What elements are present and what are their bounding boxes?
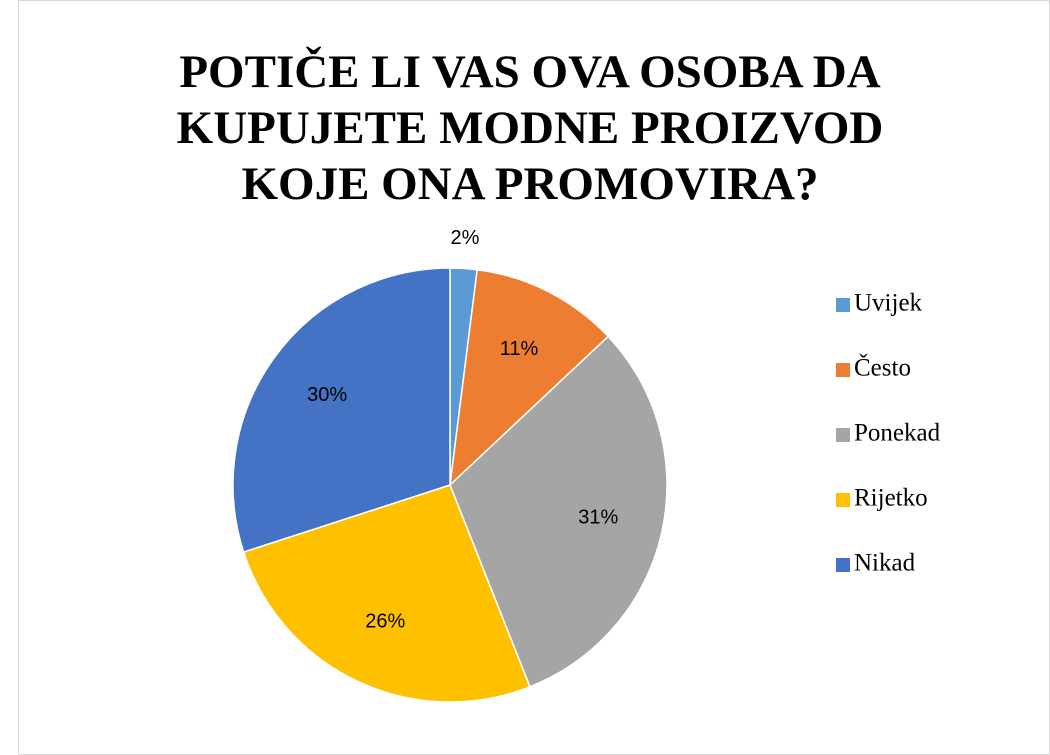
legend-label: Često bbox=[854, 354, 911, 382]
legend-swatch bbox=[836, 363, 850, 377]
pie-slice bbox=[449, 335, 668, 688]
legend-label: Nikad bbox=[854, 550, 916, 577]
legend-swatch bbox=[836, 428, 850, 442]
legend-label: Uvijek bbox=[854, 290, 923, 317]
chart-title: POTIČE LI VAS OVA OSOBA DA KUPUJETE MODN… bbox=[176, 46, 884, 210]
legend-label: Rijetko bbox=[854, 485, 928, 512]
legend-swatch bbox=[836, 558, 850, 572]
legend-label: Ponekad bbox=[854, 420, 941, 447]
legend-swatch bbox=[836, 298, 850, 312]
pie-slice bbox=[448, 268, 610, 487]
legend-swatch bbox=[836, 493, 850, 507]
data-label: 2% bbox=[451, 227, 480, 249]
data-label: 26% bbox=[365, 611, 405, 633]
pie-slice bbox=[232, 267, 451, 554]
data-label: 30% bbox=[307, 384, 347, 406]
pie-slice bbox=[242, 484, 531, 703]
data-label: 11% bbox=[500, 338, 539, 360]
data-label: 31% bbox=[578, 506, 618, 528]
